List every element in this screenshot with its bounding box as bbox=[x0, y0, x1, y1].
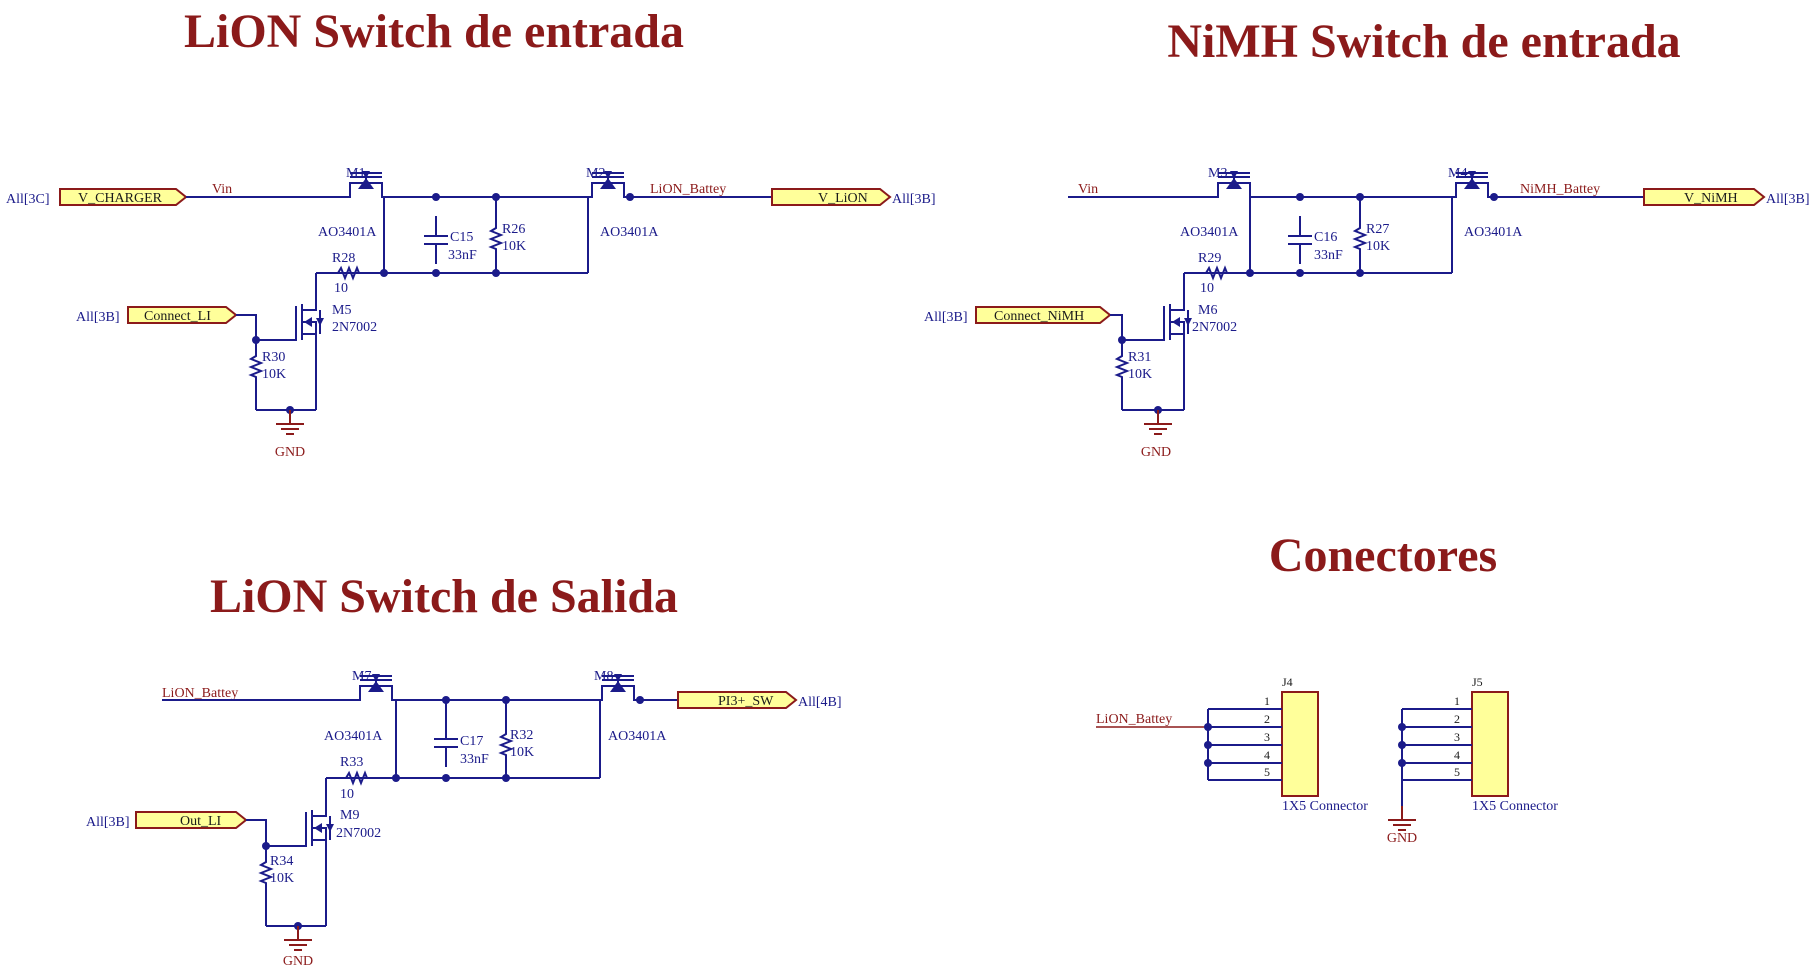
j5-ref: J5 bbox=[1472, 675, 1483, 689]
r33-ref: R33 bbox=[340, 755, 363, 770]
m4-part: AO3401A bbox=[1464, 225, 1523, 240]
m6-part: 2N7002 bbox=[1192, 320, 1237, 335]
port-out-li-label: Out_LI bbox=[180, 814, 222, 829]
j4-pin-4: 4 bbox=[1264, 748, 1270, 762]
gnd-label-2: GND bbox=[1141, 445, 1171, 460]
net-lion-battey-label: LiON_Battey bbox=[650, 182, 726, 197]
j5-connector bbox=[1471, 691, 1509, 797]
offsheet-ref-ctrl: All[3B] bbox=[76, 310, 120, 325]
offsheet-ref-right-3: All[4B] bbox=[798, 695, 842, 710]
m5-mosfet bbox=[295, 299, 325, 345]
r27-value: 10K bbox=[1366, 239, 1390, 254]
r33-value: 10 bbox=[340, 787, 354, 802]
m9-mosfet bbox=[305, 805, 335, 851]
m2-part: AO3401A bbox=[600, 225, 659, 240]
r29-ref: R29 bbox=[1198, 251, 1221, 266]
gnd-label-4: GND bbox=[1387, 831, 1417, 846]
r28-ref: R28 bbox=[332, 251, 355, 266]
c16-value: 33nF bbox=[1314, 248, 1343, 263]
r28-value: 10 bbox=[334, 281, 348, 296]
port-v-lion[interactable] bbox=[771, 188, 892, 206]
j4-pin-3: 3 bbox=[1264, 730, 1270, 744]
title-nimh-input: NiMH Switch de entrada bbox=[1167, 15, 1680, 68]
r34-value: 10K bbox=[270, 871, 294, 886]
j5-part: 1X5 Connector bbox=[1472, 799, 1558, 814]
m9-part: 2N7002 bbox=[336, 826, 381, 841]
offsheet-ref-ctrl-2: All[3B] bbox=[924, 310, 968, 325]
m8-part: AO3401A bbox=[608, 729, 667, 744]
gnd-symbol-3 bbox=[283, 925, 313, 951]
r30-value: 10K bbox=[262, 367, 286, 382]
c16-ref: C16 bbox=[1314, 230, 1337, 245]
m6-ref: M6 bbox=[1198, 303, 1217, 318]
offsheet-ref-ctrl-3: All[3B] bbox=[86, 815, 130, 830]
port-v-nimh-label: V_NiMH bbox=[1684, 191, 1738, 206]
m5-ref: M5 bbox=[332, 303, 351, 318]
r26-value: 10K bbox=[502, 239, 526, 254]
j4-pin-1: 1 bbox=[1264, 694, 1270, 708]
r32-value: 10K bbox=[510, 745, 534, 760]
port-connect-li-label: Connect_LI bbox=[144, 309, 211, 324]
j5-pin-2: 2 bbox=[1454, 712, 1460, 726]
gnd-symbol-2 bbox=[1143, 409, 1173, 435]
section-nimh-input: Vin M3 AO3401A C16 33nF R27 10K M4 AO340… bbox=[924, 166, 1810, 460]
gnd-symbol-4 bbox=[1387, 805, 1417, 831]
m1-part: AO3401A bbox=[318, 225, 377, 240]
port-v-lion-label: V_LiON bbox=[818, 191, 868, 206]
r29-value: 10 bbox=[1200, 281, 1214, 296]
m7-part: AO3401A bbox=[324, 729, 383, 744]
j5-pin-5: 5 bbox=[1454, 765, 1460, 779]
r30-ref: R30 bbox=[262, 350, 285, 365]
j5-pin-1: 1 bbox=[1454, 694, 1460, 708]
port-out-li[interactable] bbox=[135, 811, 248, 829]
net-lion-battey-label-2: LiON_Battey bbox=[162, 686, 238, 701]
port-pi3-sw[interactable] bbox=[677, 691, 798, 709]
section-lion-input: All[3C] V_CHARGER Vin M1 AO3401A C15 33n… bbox=[6, 166, 936, 460]
c15-value: 33nF bbox=[448, 248, 477, 263]
j5-pin-3: 3 bbox=[1454, 730, 1460, 744]
section-connectors: LiON_Battey J4 1 2 3 4 5 1X5 Connector J… bbox=[1096, 675, 1558, 846]
j4-pin-2: 2 bbox=[1264, 712, 1270, 726]
offsheet-ref-right: All[3B] bbox=[892, 192, 936, 207]
m9-ref: M9 bbox=[340, 808, 359, 823]
m5-part: 2N7002 bbox=[332, 320, 377, 335]
c17-value: 33nF bbox=[460, 752, 489, 767]
port-pi3-sw-label: PI3+_SW bbox=[718, 694, 774, 709]
j4-ref: J4 bbox=[1282, 675, 1293, 689]
j4-connector bbox=[1281, 691, 1319, 797]
title-connectors: Conectores bbox=[1269, 529, 1497, 582]
port-v-charger-label: V_CHARGER bbox=[78, 191, 163, 206]
m3-part: AO3401A bbox=[1180, 225, 1239, 240]
net-vin-label-2: Vin bbox=[1078, 182, 1098, 197]
offsheet-ref-left: All[3C] bbox=[6, 192, 50, 207]
offsheet-ref-right-2: All[3B] bbox=[1766, 192, 1810, 207]
j5-pin-4: 4 bbox=[1454, 748, 1460, 762]
port-v-charger[interactable] bbox=[59, 188, 188, 206]
c17-ref: C17 bbox=[460, 734, 483, 749]
m6-mosfet bbox=[1163, 299, 1193, 345]
r31-value: 10K bbox=[1128, 367, 1152, 382]
c15-ref: C15 bbox=[450, 230, 473, 245]
net-vin-label: Vin bbox=[212, 182, 232, 197]
port-connect-nimh[interactable] bbox=[975, 306, 1112, 324]
title-lion-input: LiON Switch de entrada bbox=[184, 5, 684, 58]
gnd-label-1: GND bbox=[275, 445, 305, 460]
port-connect-li[interactable] bbox=[127, 306, 238, 324]
j4-pin-5: 5 bbox=[1264, 765, 1270, 779]
gnd-symbol-1 bbox=[275, 409, 305, 435]
r31-ref: R31 bbox=[1128, 350, 1151, 365]
gnd-label-3: GND bbox=[283, 954, 313, 969]
title-lion-output: LiON Switch de Salida bbox=[210, 570, 678, 623]
r32-ref: R32 bbox=[510, 728, 533, 743]
port-v-nimh[interactable] bbox=[1643, 188, 1766, 206]
r34-ref: R34 bbox=[270, 854, 293, 869]
port-connect-nimh-label: Connect_NiMH bbox=[994, 309, 1084, 324]
net-nimh-battey-label: NiMH_Battey bbox=[1520, 182, 1600, 197]
section-lion-output: LiON_Battey M7 AO3401A C17 33nF R32 10K … bbox=[86, 669, 842, 969]
net-lion-battey-label-3: LiON_Battey bbox=[1096, 712, 1172, 727]
j4-part: 1X5 Connector bbox=[1282, 799, 1368, 814]
r26-ref: R26 bbox=[502, 222, 525, 237]
r27-ref: R27 bbox=[1366, 222, 1389, 237]
